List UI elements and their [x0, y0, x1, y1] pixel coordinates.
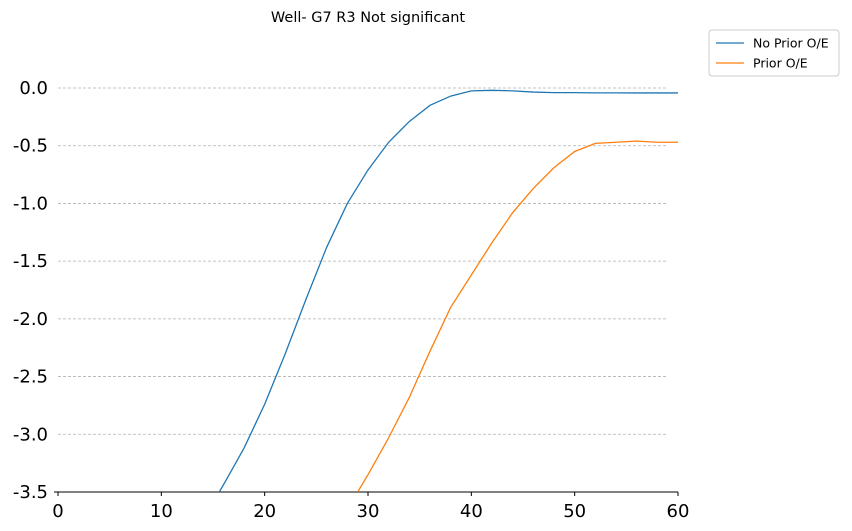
x-tick-label: 10	[150, 501, 173, 522]
chart-title: Well- G7 R3 Not significant	[271, 10, 465, 26]
legend-box	[708, 29, 840, 77]
grid-lines	[58, 87, 668, 435]
y-tick-label: -2.5	[13, 367, 48, 388]
x-tick-label: 60	[667, 501, 690, 522]
x-tick-label: 30	[357, 501, 380, 522]
y-tick-label: -3.0	[13, 424, 48, 445]
series-line-no-prior-oe	[218, 89, 678, 492]
axes: 0.0 -0.5 -1.0 -1.5 -2.0 -2.5 -3.0 -3.50 10 20 30 40…	[13, 78, 690, 522]
x-tick-label: 20	[253, 501, 276, 522]
y-tick-label: -2.0	[13, 309, 48, 330]
legend: No Prior O/E Prior O/E	[708, 29, 840, 77]
legend-label: No Prior O/E	[753, 36, 829, 51]
y-tick-label: -1.0	[13, 193, 48, 214]
series-line-prior-oe	[357, 140, 678, 492]
x-tick-label: 50	[563, 501, 586, 522]
x-tick-label: 0	[52, 501, 63, 522]
series-lines	[218, 89, 678, 492]
legend-label: Prior O/E	[753, 56, 808, 71]
y-tick-label: -1.5	[13, 251, 48, 272]
y-tick-label: -0.5	[13, 136, 48, 157]
x-tick-label: 40	[460, 501, 483, 522]
y-tick-label: -3.5	[13, 482, 48, 503]
y-tick-label: 0.0	[19, 78, 48, 99]
